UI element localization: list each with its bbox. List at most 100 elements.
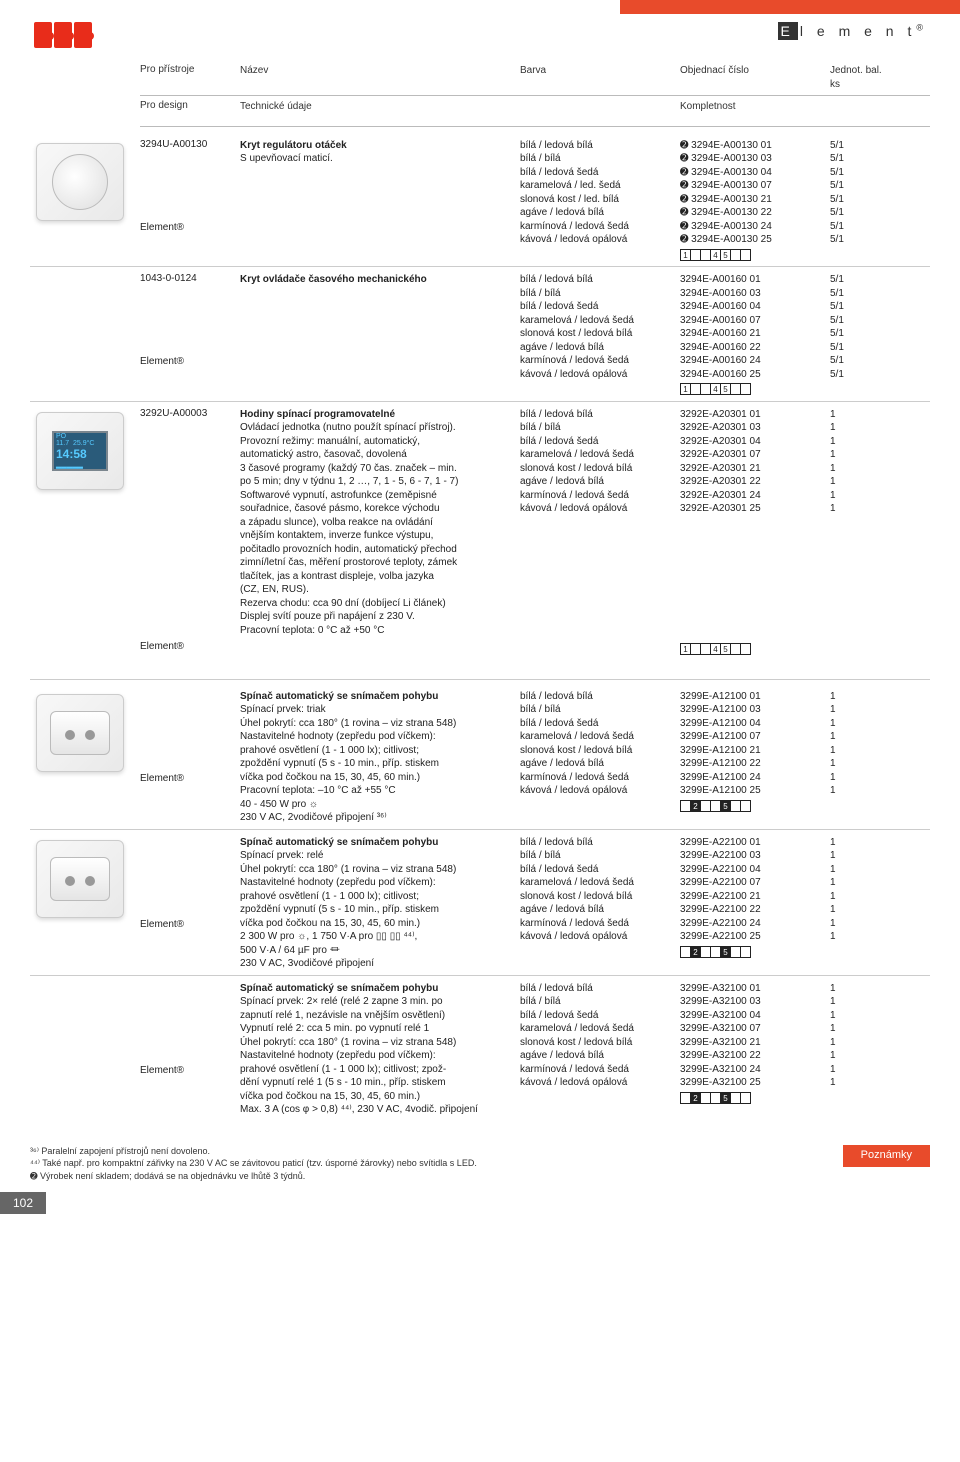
variant-color: bílá / bílá: [520, 287, 680, 301]
variant-color: karamelová / ledová šedá: [520, 448, 680, 462]
variant-order: 3294E-A00160 03: [680, 287, 830, 301]
product-body: Element®Spínač automatický se snímačem p…: [140, 690, 930, 825]
variant-colors: bílá / ledová bílábílá / bílábílá / ledo…: [520, 836, 680, 971]
variant-pack: 1: [830, 690, 890, 704]
desc-line: tlačítek, jas a kontrast displeje, volba…: [240, 570, 510, 584]
desc-line: prahové osvětlení (1 - 1 000 lx); citliv…: [240, 890, 510, 904]
codes-boxes: 25: [680, 1092, 750, 1104]
variant-color: bílá / ledová bílá: [520, 690, 680, 704]
desc-line: prahové osvětlení (1 - 1 000 lx); citliv…: [240, 1063, 510, 1077]
variant-order: 3299E-A12100 21: [680, 744, 830, 758]
variant-order: ➋ 3294E-A00130 24: [680, 220, 830, 234]
variant-colors: bílá / ledová bílábílá / bílábílá / ledo…: [520, 690, 680, 825]
variant-order: 3299E-A22100 07: [680, 876, 830, 890]
variant-order: 3292E-A20301 07: [680, 448, 830, 462]
variant-color: slonová kost / ledová bílá: [520, 462, 680, 476]
variant-order: ➋ 3294E-A00130 01: [680, 139, 830, 153]
variant-packs: 11111111: [830, 982, 890, 1117]
variant-order: 3292E-A20301 21: [680, 462, 830, 476]
variant-order: 3299E-A32100 25: [680, 1076, 830, 1090]
variant-color: agáve / ledová bílá: [520, 757, 680, 771]
variant-color: slonová kost / ledová bílá: [520, 744, 680, 758]
product-block: Element®Spínač automatický se snímačem p…: [30, 684, 930, 829]
variant-pack: 1: [830, 502, 890, 516]
product-body: 1043-0-0124Element®Kryt ovládače časovéh…: [140, 273, 930, 397]
variant-order: ➋ 3294E-A00130 04: [680, 166, 830, 180]
variant-packs: 11111111: [830, 408, 890, 638]
variant-order: ➋ 3294E-A00130 21: [680, 193, 830, 207]
product-code: 1043-0-0124Element®: [140, 273, 240, 397]
variant-order: 3292E-A20301 01: [680, 408, 830, 422]
product-list: 3294U-A00130Element®Kryt regulátoru otáč…: [30, 133, 930, 1121]
variant-order: ➋ 3294E-A00130 03: [680, 152, 830, 166]
variant-pack: 1: [830, 982, 890, 996]
element-row-above: Element®145: [140, 641, 930, 657]
variant-color: bílá / ledová šedá: [520, 1009, 680, 1023]
desc-line: po 5 min; dny v týdnu 1, 2 …, 7, 1 - 5, …: [240, 475, 510, 489]
column-header-row-1: Pro přístroje Název Barva Objednací čísl…: [140, 58, 930, 96]
desc-line: Nastavitelné hodnoty (zepředu pod víčkem…: [240, 876, 510, 890]
variant-pack: 1: [830, 995, 890, 1009]
variant-pack: 5/1: [830, 354, 890, 368]
brand-reg: ®: [916, 22, 928, 32]
desc-line: Vypnutí relé 2: cca 5 min. po vypnutí re…: [240, 1022, 510, 1036]
product-title: Spínač automatický se snímačem pohybu: [240, 982, 510, 996]
thumb-image: [36, 143, 124, 221]
desc-line: 500 V·A / 64 µF pro ⏛: [240, 944, 510, 958]
desc-line: 40 - 450 W pro ☼: [240, 798, 510, 812]
desc-line: Úhel pokrytí: cca 180° (1 rovina – viz s…: [240, 1036, 510, 1050]
product-code: 3292U-A00003: [140, 408, 240, 638]
product-desc: Spínač automatický se snímačem pohybuSpí…: [240, 836, 520, 971]
variant-color: bílá / bílá: [520, 849, 680, 863]
variant-packs: 11111111: [830, 836, 890, 971]
variant-color: kávová / ledová opálová: [520, 784, 680, 798]
variant-color: bílá / ledová bílá: [520, 139, 680, 153]
desc-line: víčka pod čočkou na 15, 30, 45, 60 min.): [240, 771, 510, 785]
element-tag: Element®: [140, 356, 240, 367]
product-thumb: [30, 982, 130, 1117]
product-block: 3294U-A00130Element®Kryt regulátoru otáč…: [30, 133, 930, 267]
code-box: [740, 643, 751, 655]
variant-color: slonová kost / ledová bílá: [520, 1036, 680, 1050]
variant-order: 3299E-A32100 01: [680, 982, 830, 996]
variant-pack: 1: [830, 703, 890, 717]
thumb-image: [36, 694, 124, 772]
hdr2-color: [520, 100, 680, 114]
product-title: Kryt regulátoru otáček: [240, 139, 510, 153]
variant-color: karamelová / ledová šedá: [520, 314, 680, 328]
variant-pack: 5/1: [830, 341, 890, 355]
code-box: [740, 946, 751, 958]
variant-order: 3299E-A12100 24: [680, 771, 830, 785]
desc-line: Provozní režimy: manuální, automatický,: [240, 435, 510, 449]
product-body: 3294U-A00130Element®Kryt regulátoru otáč…: [140, 139, 930, 263]
variant-order: 3299E-A22100 22: [680, 903, 830, 917]
variant-pack: 5/1: [830, 220, 890, 234]
variant-pack: 1: [830, 408, 890, 422]
variant-colors: bílá / ledová bílábílá / bílábílá / ledo…: [520, 982, 680, 1117]
desc-line: Softwarové vypnutí, astrofunkce (zeměpis…: [240, 489, 510, 503]
page-number: 102: [0, 1192, 46, 1214]
product-desc: Hodiny spínací programovatelnéOvládací j…: [240, 408, 520, 638]
variant-pack: 5/1: [830, 327, 890, 341]
variant-color: bílá / ledová bílá: [520, 836, 680, 850]
product-title: Hodiny spínací programovatelné: [240, 408, 510, 422]
element-tag: Element®: [140, 773, 240, 784]
variant-order: 3294E-A00160 01: [680, 273, 830, 287]
variant-pack: 1: [830, 744, 890, 758]
variant-color: kávová / ledová opálová: [520, 233, 680, 247]
variant-color: agáve / ledová bílá: [520, 1049, 680, 1063]
product-desc: Kryt regulátoru otáčekS upevňovací matic…: [240, 139, 520, 263]
variant-orders: 3299E-A22100 013299E-A22100 033299E-A221…: [680, 836, 830, 971]
variant-order: 3299E-A32100 07: [680, 1022, 830, 1036]
variant-orders: ➋ 3294E-A00130 01➋ 3294E-A00130 03➋ 3294…: [680, 139, 830, 263]
footnote-line: ➋ Výrobek není skladem; dodává se na obj…: [30, 1170, 823, 1183]
variant-pack: 5/1: [830, 368, 890, 382]
variant-pack: 1: [830, 890, 890, 904]
product-thumb: [30, 690, 130, 825]
variant-color: karmínová / ledová šedá: [520, 1063, 680, 1077]
variant-pack: 1: [830, 1063, 890, 1077]
variant-pack: 5/1: [830, 300, 890, 314]
variant-pack: 5/1: [830, 287, 890, 301]
desc-line: Spínací prvek: 2× relé (relé 2 zapne 3 m…: [240, 995, 510, 1009]
hdr2-pack: [830, 100, 890, 114]
